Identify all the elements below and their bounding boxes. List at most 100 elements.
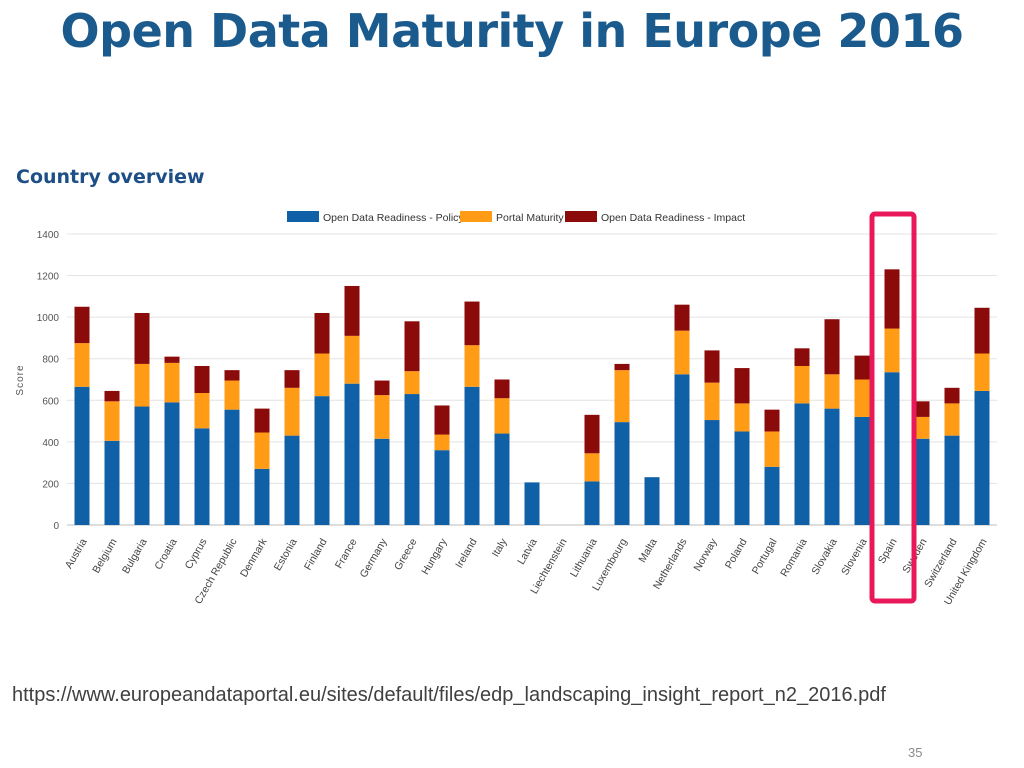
bar-segment <box>944 387 960 404</box>
bar-segment <box>284 370 300 388</box>
bar-segment <box>704 350 720 383</box>
legend-swatch <box>565 211 597 222</box>
bar-segment <box>134 312 150 364</box>
bar-segment <box>854 416 870 525</box>
bar-segment <box>614 422 630 525</box>
x-tick-label: Italy <box>490 536 510 559</box>
bar-segment <box>284 387 300 436</box>
bar-segment <box>914 401 930 417</box>
x-tick-label: Bulgaria <box>120 536 150 576</box>
bar-segment <box>704 420 720 525</box>
legend-swatch <box>287 211 319 222</box>
bar-segment <box>374 395 390 439</box>
x-tick-label: Slovakia <box>809 536 839 577</box>
bar-segment <box>584 453 600 482</box>
y-tick-label: 1400 <box>37 230 60 241</box>
chart-title: Country overview <box>16 166 205 188</box>
bar-segment <box>794 348 810 366</box>
x-tick-label: France <box>333 536 360 570</box>
y-tick-label: 200 <box>42 479 59 490</box>
bar-segment <box>974 307 990 354</box>
highlight-box <box>869 211 917 604</box>
page-number: 35 <box>908 745 923 760</box>
x-tick-label: Romania <box>778 536 809 579</box>
bar-segment <box>194 428 210 525</box>
x-tick-label: Cyprus <box>183 537 210 572</box>
x-tick-label: Hungary <box>419 536 450 577</box>
bar-segment <box>884 269 900 329</box>
x-tick-label: Ireland <box>453 536 480 570</box>
bar-segment <box>494 379 510 399</box>
stacked-bar-chart: 0 200 400 600 800 1000 1200 1400 Score Austria Bel… <box>15 211 997 607</box>
source-url[interactable]: https://www.europeandataportal.eu/sites/… <box>12 684 886 706</box>
y-tick-label: 800 <box>42 355 59 366</box>
bar-segment <box>824 374 840 409</box>
bar-segment <box>464 386 480 525</box>
bar-segment <box>884 328 900 373</box>
bar-segment <box>344 285 360 336</box>
x-tick-label: Latvia <box>515 536 539 566</box>
x-tick-label: Finland <box>302 536 330 572</box>
y-tick-label: 0 <box>53 521 59 532</box>
x-tick-label: Malta <box>636 536 659 564</box>
legend-label: Open Data Readiness - Impact <box>601 212 745 224</box>
y-tick-label: 1000 <box>37 313 60 324</box>
bar-segment <box>284 435 300 525</box>
bar-segment <box>434 405 450 435</box>
bar-segment <box>254 468 270 525</box>
bar-segment <box>764 409 780 432</box>
y-axis-label: Score <box>15 364 26 395</box>
bar-segment <box>764 431 780 467</box>
bar-segment <box>314 353 330 397</box>
bar-segment <box>494 433 510 525</box>
bar-segment <box>104 401 120 441</box>
bar-segment <box>464 301 480 346</box>
bar-segment <box>914 416 930 439</box>
bar-segment <box>614 363 630 371</box>
bar-segment <box>734 368 750 404</box>
bar-segment <box>734 403 750 432</box>
bar-segment <box>584 481 600 525</box>
bar-segment <box>644 477 660 525</box>
bar-segment <box>914 438 930 525</box>
bar-segment <box>194 365 210 394</box>
bar-segment <box>674 330 690 375</box>
bar-segment <box>404 321 420 372</box>
bar-segment <box>164 402 180 525</box>
x-tick-label: Spain <box>876 536 900 565</box>
bar-segment <box>824 408 840 525</box>
bar-segment <box>854 379 870 417</box>
bar-segment <box>494 398 510 434</box>
bar-segment <box>584 414 600 454</box>
x-tick-label: Norway <box>691 536 720 573</box>
bar-segment <box>734 431 750 525</box>
bar-segment <box>254 408 270 433</box>
bar-segment <box>944 403 960 436</box>
legend-label: Open Data Readiness - Policy <box>323 212 464 224</box>
bar-segment <box>434 450 450 525</box>
slide-title: Open Data Maturity in Europe 2016 <box>60 4 964 58</box>
bar-segment <box>134 363 150 407</box>
bar-segment <box>524 482 540 525</box>
bar-segment <box>974 353 990 391</box>
bar-segment <box>164 362 180 403</box>
y-tick-label: 1200 <box>37 272 60 283</box>
bar-segment <box>824 319 840 375</box>
bar-segment <box>314 312 330 354</box>
bar-segment <box>464 345 480 387</box>
bar-segment <box>74 343 90 387</box>
bar-segment <box>344 335 360 384</box>
bar-segment <box>944 435 960 525</box>
bar-segment <box>134 406 150 525</box>
bar-segment <box>74 386 90 525</box>
y-tick-label: 400 <box>42 438 59 449</box>
x-tick-label: Germany <box>358 536 390 580</box>
x-tick-label: Belgium <box>90 536 119 575</box>
x-tick-label: Croatia <box>152 536 179 571</box>
x-tick-label: Slovenia <box>839 536 870 577</box>
bar-segment <box>674 304 690 331</box>
bar-segment <box>194 393 210 429</box>
bar-segment <box>224 380 240 410</box>
bar-segment <box>404 371 420 395</box>
bar-segment <box>74 306 90 344</box>
